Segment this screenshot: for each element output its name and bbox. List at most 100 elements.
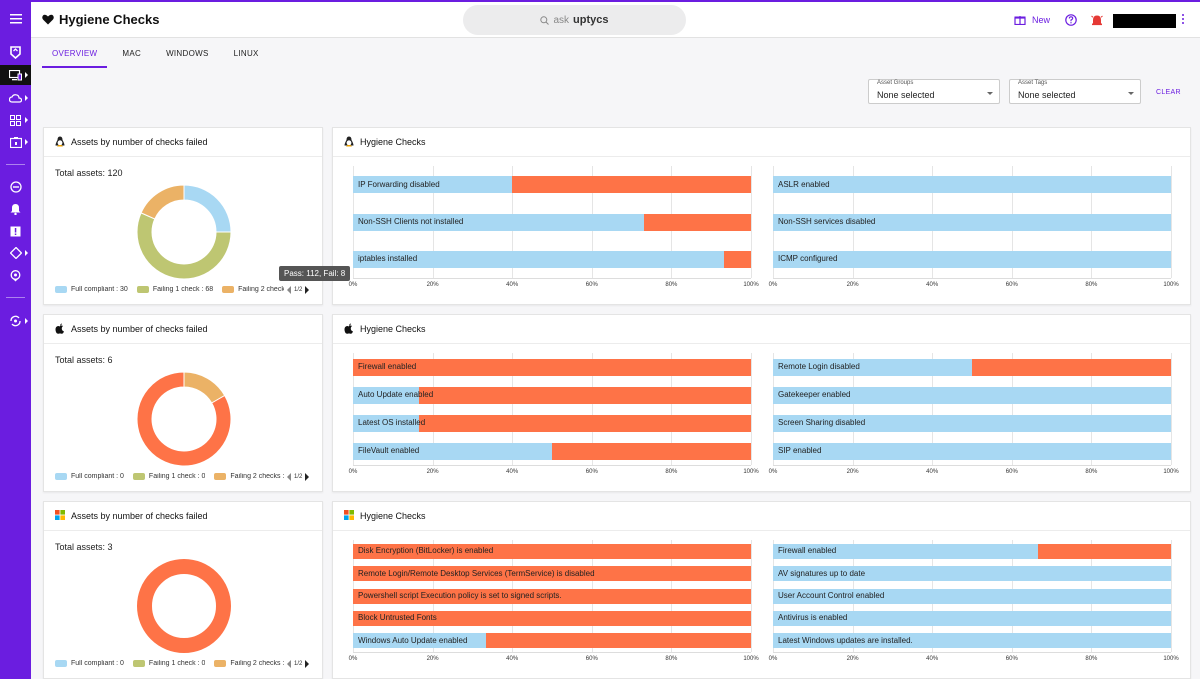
check-bar[interactable]: Latest Windows updates are installed. xyxy=(773,633,1171,649)
check-bar[interactable]: Auto Update enabled xyxy=(353,386,751,404)
donut-segment[interactable] xyxy=(137,559,231,653)
uptycs-logo-icon[interactable] xyxy=(0,42,31,62)
donut-segment[interactable] xyxy=(136,371,232,467)
asset-groups-select[interactable]: Asset Groups None selected xyxy=(868,79,1000,104)
fail-segment xyxy=(972,358,1171,376)
chevron-left-icon[interactable] xyxy=(287,473,291,481)
legend-item[interactable]: Failing 2 checks : xyxy=(214,660,284,667)
check-bar[interactable]: Firewall enabled xyxy=(353,358,751,376)
check-bar[interactable]: Windows Auto Update enabled xyxy=(353,633,751,649)
chevron-right-icon[interactable] xyxy=(305,660,310,668)
tick-label: 40% xyxy=(926,282,939,288)
pager-label: 1/2 xyxy=(294,661,303,667)
container-icon[interactable] xyxy=(0,132,31,152)
hygiene-checks-card-linux: Hygiene Checks 0% 20% 40% 60% 80% 100% IP Forwa… xyxy=(332,127,1191,305)
legend-item[interactable]: Full compliant : 0 xyxy=(55,660,124,667)
gridline xyxy=(1091,353,1093,465)
donut-chart[interactable] xyxy=(134,182,234,282)
more-options-icon[interactable] xyxy=(1181,14,1185,24)
fail-segment xyxy=(1038,543,1171,559)
check-bar[interactable]: ICMP configured xyxy=(773,250,1171,268)
donut-segment[interactable] xyxy=(136,212,232,280)
check-bar[interactable]: ASLR enabled xyxy=(773,176,1171,194)
pass-segment xyxy=(773,386,1171,404)
apps-icon[interactable] xyxy=(0,110,31,130)
devices-icon[interactable] xyxy=(0,65,31,85)
check-bar[interactable]: AV signatures up to date xyxy=(773,566,1171,582)
chevron-left-icon[interactable] xyxy=(287,660,291,668)
block-icon[interactable] xyxy=(0,177,31,197)
check-label: AV signatures up to date xyxy=(778,568,866,578)
tab-windows[interactable]: WINDOWS xyxy=(166,49,209,58)
alarm-icon[interactable] xyxy=(1091,14,1103,29)
cloud-icon[interactable] xyxy=(0,88,31,108)
check-bar[interactable]: Disk Encryption (BitLocker) is enabled xyxy=(353,543,751,559)
tab-linux[interactable]: LINUX xyxy=(233,49,259,58)
target-icon[interactable] xyxy=(0,243,31,263)
check-bar[interactable]: Powershell script Execution policy is se… xyxy=(353,588,751,604)
check-bar[interactable]: User Account Control enabled xyxy=(773,588,1171,604)
check-label: Auto Update enabled xyxy=(358,390,434,399)
check-bar[interactable]: IP Forwarding disabled xyxy=(353,176,751,194)
check-bar[interactable]: iptables installed xyxy=(353,250,751,268)
total-assets: Total assets: 120 xyxy=(55,168,123,178)
check-bar[interactable]: Firewall enabled xyxy=(773,543,1171,559)
legend-item[interactable]: Failing 2 checks : xyxy=(214,473,284,480)
chevron-right-icon[interactable] xyxy=(305,286,310,294)
check-bar[interactable]: Remote Login/Remote Desktop Services (Te… xyxy=(353,566,751,582)
check-bar[interactable]: Remote Login disabled xyxy=(773,358,1171,376)
tick-label: 20% xyxy=(426,656,439,662)
check-bar[interactable]: Screen Sharing disabled xyxy=(773,414,1171,432)
gridline xyxy=(751,353,752,465)
check-bar[interactable]: Non-SSH Clients not installed xyxy=(353,213,751,231)
legend-item[interactable]: Failing 1 check : 68 xyxy=(136,286,213,293)
donut-legend: Full compliant : 0 Failing 1 check : 0 Fai… xyxy=(55,660,293,667)
user-account[interactable] xyxy=(1113,14,1176,28)
alerts-bell-icon[interactable] xyxy=(0,199,31,219)
menu-icon[interactable] xyxy=(0,9,31,29)
gridline xyxy=(591,353,593,465)
card-header: Assets by number of checks failed xyxy=(44,128,322,157)
chevron-left-icon[interactable] xyxy=(287,286,291,294)
fail-segment xyxy=(353,543,751,559)
fail-segment xyxy=(353,566,751,582)
pass-segment xyxy=(773,566,1171,582)
legend-item[interactable]: Full compliant : 30 xyxy=(55,286,128,293)
tab-overview[interactable]: OVERVIEW xyxy=(42,46,108,68)
donut-segment[interactable] xyxy=(183,184,232,233)
linux-icon xyxy=(55,136,65,150)
check-bar[interactable]: Block Untrusted Fonts xyxy=(353,610,751,626)
check-bar[interactable]: FileVault enabled xyxy=(353,442,751,460)
help-icon[interactable] xyxy=(1065,14,1077,29)
location-icon[interactable] xyxy=(0,266,31,286)
check-bar[interactable]: Gatekeeper enabled xyxy=(773,386,1171,404)
legend-item[interactable]: Failing 1 check : 0 xyxy=(132,473,205,480)
donut-segment[interactable] xyxy=(140,184,185,220)
tick-label: 100% xyxy=(743,282,759,288)
legend-item[interactable]: Failing 1 check : 0 xyxy=(132,660,205,667)
donut-chart[interactable] xyxy=(134,556,234,656)
new-button[interactable]: New xyxy=(1014,14,1050,25)
pass-segment xyxy=(773,414,1171,432)
incident-icon[interactable] xyxy=(0,221,31,241)
tab-mac[interactable]: MAC xyxy=(122,49,142,58)
check-bar[interactable]: Antivirus is enabled xyxy=(773,610,1171,626)
gridline xyxy=(1171,353,1172,465)
tick-label: 0% xyxy=(768,469,778,475)
bar-chart-right: 0% 20% 40% 60% 80% 100% Firewall enabled AV sig… xyxy=(769,540,1179,666)
settings-sync-icon[interactable] xyxy=(0,311,31,331)
donut-chart[interactable] xyxy=(134,369,234,469)
check-label: Latest OS installed xyxy=(358,418,426,427)
check-bar[interactable]: Latest OS installed xyxy=(353,414,751,432)
gridline xyxy=(932,353,934,465)
check-bar[interactable]: SIP enabled xyxy=(773,442,1171,460)
legend-item[interactable]: Full compliant : 0 xyxy=(55,473,124,480)
chevron-right-icon[interactable] xyxy=(305,473,310,481)
check-bar[interactable]: Non-SSH services disabled xyxy=(773,213,1171,231)
ask-uptycs-search[interactable]: ask uptycs xyxy=(463,5,686,35)
legend-item[interactable]: Failing 2 check xyxy=(222,286,284,293)
donut-segment[interactable] xyxy=(183,371,226,404)
asset-tags-select[interactable]: Asset Tags None selected xyxy=(1009,79,1141,104)
legend-swatch xyxy=(214,473,227,480)
clear-filters-button[interactable]: CLEAR xyxy=(1156,89,1181,96)
